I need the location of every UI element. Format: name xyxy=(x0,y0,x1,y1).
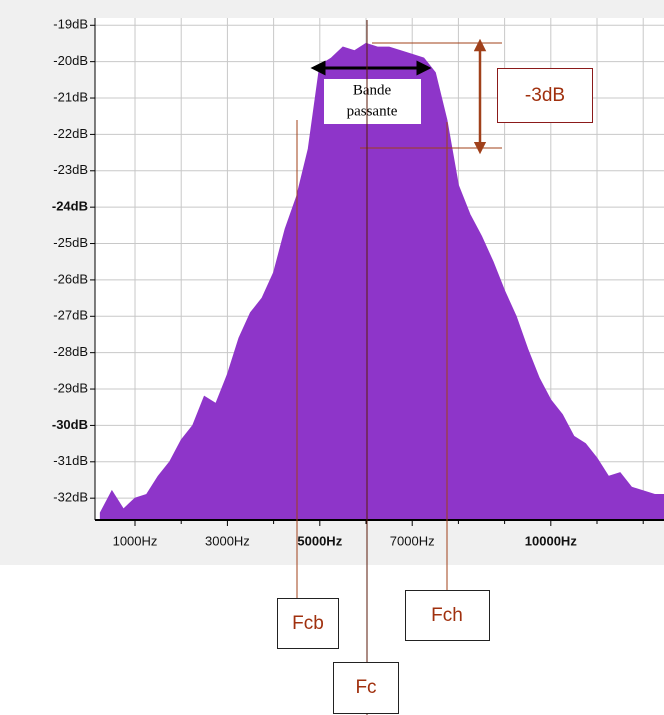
attenuation-label: -3dB xyxy=(525,85,565,106)
fcb-label: Fcb xyxy=(292,613,324,634)
y-tick-label: -19dB xyxy=(53,17,88,32)
fch-box xyxy=(405,590,490,641)
y-tick-label: -23dB xyxy=(53,162,88,177)
band-label: passante xyxy=(347,103,398,119)
plot-area xyxy=(99,42,664,520)
x-tick-label: 10000Hz xyxy=(525,533,578,548)
band-label: Bande xyxy=(353,82,392,98)
axes: -19dB -20dB -21dB -22dB -23dB -24dB -25dB -26dB… xyxy=(52,17,664,548)
spectrum-area xyxy=(99,42,664,520)
y-tick-label: -30dB xyxy=(52,417,88,432)
fch-label: Fch xyxy=(431,605,463,626)
y-tick-label: -29dB xyxy=(53,380,88,395)
fc-box xyxy=(333,662,399,714)
fcb-box xyxy=(277,598,339,649)
y-tick-label: -24dB xyxy=(52,199,88,214)
y-tick-label: -25dB xyxy=(53,235,88,250)
band-box xyxy=(324,79,421,124)
annotations: Bande passante -3dB Fcb Fch Fc xyxy=(277,20,593,715)
x-tick-label: 5000Hz xyxy=(297,533,342,548)
y-tick-label: -21dB xyxy=(53,89,88,104)
y-tick-label: -32dB xyxy=(53,490,88,505)
x-tick-label: 3000Hz xyxy=(205,533,250,548)
attenuation-box xyxy=(497,68,593,123)
y-tick-label: -26dB xyxy=(53,271,88,286)
x-tick-label: 1000Hz xyxy=(113,533,158,548)
y-tick-label: -31dB xyxy=(53,453,88,468)
y-tick-label: -20dB xyxy=(53,53,88,68)
y-tick-label: -27dB xyxy=(53,308,88,323)
x-tick-label: 7000Hz xyxy=(390,533,435,548)
y-tick-label: -22dB xyxy=(53,126,88,141)
y-tick-label: -28dB xyxy=(53,344,88,359)
fc-label: Fc xyxy=(355,677,376,698)
